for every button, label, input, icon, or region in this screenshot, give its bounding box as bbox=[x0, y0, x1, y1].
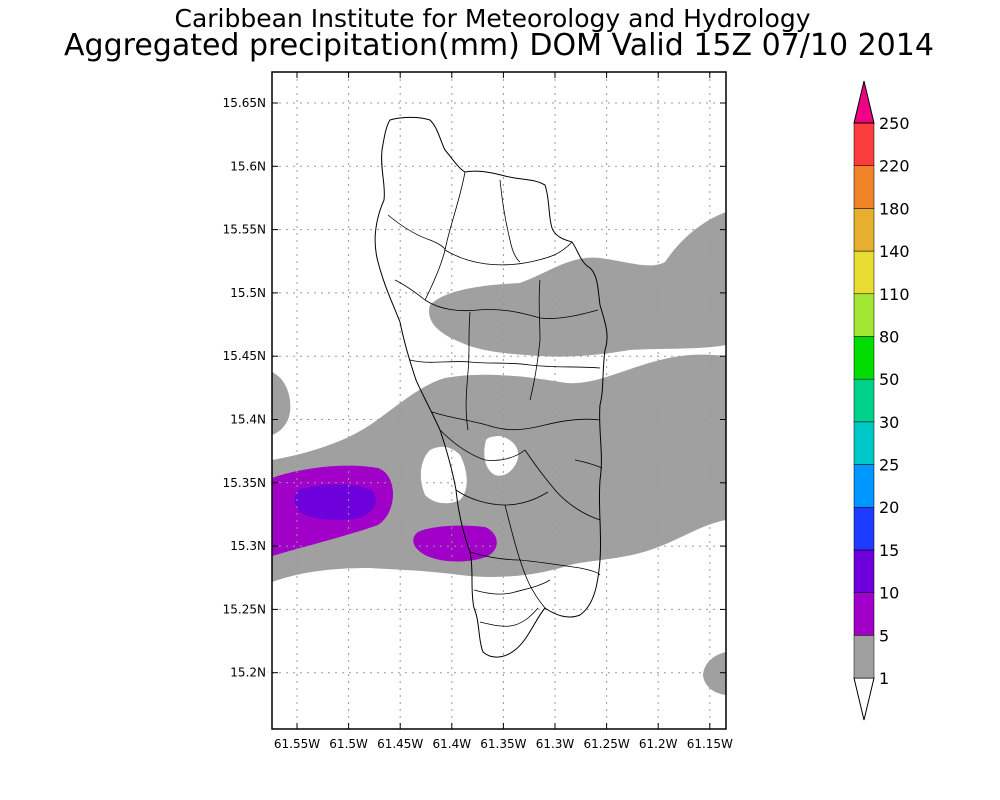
watershed-boundary bbox=[424, 171, 466, 301]
colorbar-level-label: 1 bbox=[879, 669, 889, 688]
lat-tick-label: 15.6N bbox=[230, 159, 266, 173]
colorbar-level-label: 140 bbox=[879, 242, 910, 261]
watershed-boundary bbox=[409, 359, 601, 369]
colorbar-level-label: 5 bbox=[879, 626, 889, 645]
precip-area-1-5mm bbox=[707, 390, 726, 428]
colorbar-segment bbox=[853, 122, 875, 166]
lon-tick-label: 61.25W bbox=[583, 737, 629, 751]
lon-tick-label: 61.5W bbox=[329, 737, 368, 751]
colorbar-segment bbox=[853, 378, 875, 423]
colorbar-segment bbox=[853, 549, 875, 593]
colorbar-level-label: 50 bbox=[879, 370, 899, 389]
colorbar-segment bbox=[853, 635, 875, 679]
colorbar-level-label: 10 bbox=[879, 584, 899, 603]
lon-tick-label: 61.4W bbox=[433, 737, 472, 751]
watershed-boundary bbox=[424, 299, 599, 319]
colorbar-level-label: 180 bbox=[879, 199, 910, 218]
watershed-boundary bbox=[387, 214, 446, 251]
dominica-island bbox=[374, 116, 608, 658]
colorbar-level-label: 110 bbox=[879, 285, 910, 304]
axis-labels: 15.65N 15.6N 15.55N 15.5N 15.45N 15.4N 15.35N 1… bbox=[223, 72, 733, 751]
lat-tick-label: 15.65N bbox=[223, 96, 266, 110]
colorbar-segment bbox=[853, 165, 875, 209]
watershed-boundary bbox=[499, 179, 521, 263]
lon-tick-label: 61.15W bbox=[687, 737, 733, 751]
colorbar-level-label: 15 bbox=[879, 541, 899, 560]
precip-area-1-5mm bbox=[272, 354, 726, 582]
colorbar-level-label: 25 bbox=[879, 456, 899, 475]
lon-tick-label: 61.3W bbox=[536, 737, 575, 751]
watershed-boundary bbox=[444, 241, 573, 266]
precip-shading bbox=[272, 212, 726, 695]
colorbar-level-label: 220 bbox=[879, 157, 910, 176]
precip-area-1-5mm bbox=[429, 212, 726, 357]
graticule bbox=[272, 72, 726, 729]
watershed-boundary bbox=[574, 459, 603, 469]
watershed-boundary bbox=[465, 311, 471, 431]
lat-tick-label: 15.4N bbox=[230, 413, 266, 427]
lat-tick-label: 15.55N bbox=[223, 223, 266, 237]
lon-tick-label: 61.45W bbox=[377, 737, 423, 751]
lon-tick-label: 61.35W bbox=[480, 737, 526, 751]
lat-tick-label: 15.35N bbox=[223, 476, 266, 490]
lon-tick-label: 61.55W bbox=[274, 737, 320, 751]
precip-area-10-15mm bbox=[294, 484, 376, 520]
watershed-boundary bbox=[473, 579, 551, 595]
watershed-boundary bbox=[479, 607, 539, 627]
colorbar-segment bbox=[853, 421, 875, 465]
precip-area-1-5mm bbox=[272, 372, 291, 435]
precip-area-1-5mm bbox=[703, 652, 726, 695]
colorbar-segment bbox=[853, 506, 875, 551]
colorbar-upper-arrow bbox=[853, 80, 875, 124]
plot-frame bbox=[271, 71, 727, 730]
colorbar-segment bbox=[853, 592, 875, 636]
chart-title: Caribbean Institute for Meteorology and … bbox=[174, 4, 811, 33]
watershed-boundary bbox=[469, 551, 601, 576]
colorbar-lower-arrow bbox=[853, 677, 875, 721]
lat-tick-label: 15.2N bbox=[230, 666, 266, 680]
watershed-boundary bbox=[439, 429, 526, 461]
watershed-boundary bbox=[394, 279, 426, 301]
colorbar-level-label: 30 bbox=[879, 413, 899, 432]
chart-subtitle: Aggregated precipitation(mm) DOM Valid 1… bbox=[64, 28, 934, 63]
colorbar-segment bbox=[853, 208, 875, 252]
lat-tick-label: 15.25N bbox=[223, 602, 266, 616]
precip-area-5-10mm bbox=[413, 525, 497, 562]
colorbar-segment bbox=[853, 464, 875, 508]
colorbar-segment bbox=[853, 293, 875, 337]
lat-tick-label: 15.5N bbox=[230, 286, 266, 300]
colorbar-level-label: 20 bbox=[879, 498, 899, 517]
watershed-boundary bbox=[431, 411, 601, 431]
colorbar-segment bbox=[853, 250, 875, 295]
colorbar-level-label: 250 bbox=[879, 114, 910, 133]
lat-tick-label: 15.45N bbox=[223, 349, 266, 363]
precip-area-1-5mm bbox=[541, 440, 643, 480]
colorbar-segment bbox=[853, 336, 875, 380]
colorbar-level-label: 80 bbox=[879, 327, 899, 346]
island-coastline bbox=[374, 116, 608, 658]
watershed-boundary bbox=[529, 279, 541, 401]
lat-tick-label: 15.3N bbox=[230, 539, 266, 553]
watershed-boundary bbox=[524, 449, 601, 521]
lon-tick-label: 61.2W bbox=[639, 737, 678, 751]
